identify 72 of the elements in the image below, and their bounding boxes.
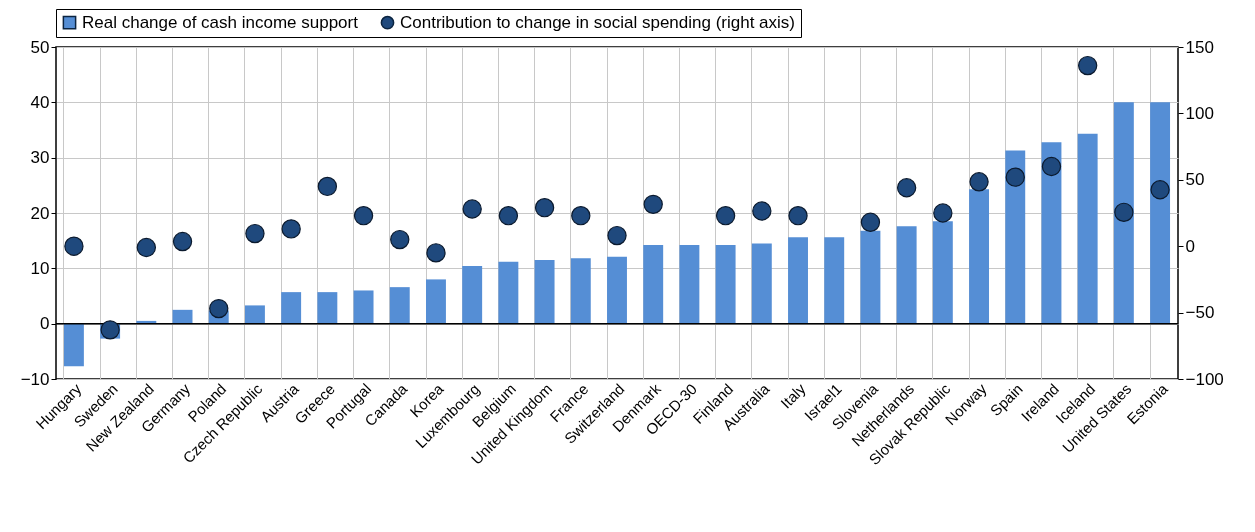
point — [571, 205, 591, 226]
y2-tick-label: −100 — [1185, 369, 1224, 389]
bar — [462, 266, 483, 324]
bar — [1113, 102, 1134, 324]
point — [390, 229, 410, 250]
point — [933, 203, 953, 223]
bar — [969, 189, 990, 324]
bar — [172, 309, 193, 324]
y2-tick-label: 150 — [1185, 37, 1214, 57]
bar — [679, 245, 700, 324]
point — [281, 219, 301, 239]
bar — [1077, 133, 1098, 324]
bar — [1150, 102, 1171, 324]
bar — [1005, 150, 1026, 324]
point — [172, 231, 193, 252]
y-tick-label: 40 — [30, 92, 50, 112]
y-tick-label: 20 — [30, 203, 50, 223]
y-tick-label: −10 — [20, 369, 50, 389]
bar — [534, 260, 555, 324]
bar — [426, 279, 446, 324]
point — [788, 205, 808, 226]
point — [752, 201, 772, 221]
point — [209, 298, 229, 319]
point — [136, 237, 157, 258]
point — [1005, 167, 1025, 187]
point — [462, 199, 482, 219]
bar — [63, 323, 84, 367]
bar — [643, 245, 664, 324]
point — [715, 205, 736, 226]
point — [353, 205, 374, 226]
bar — [932, 221, 953, 324]
y2-tick-label: 100 — [1185, 103, 1214, 123]
point — [896, 178, 917, 198]
bar — [1041, 142, 1062, 324]
bar — [244, 305, 265, 324]
bar — [389, 287, 410, 324]
point — [860, 212, 881, 232]
bar — [715, 245, 736, 324]
bar — [607, 256, 627, 324]
y2-tick-label: 0 — [1185, 236, 1195, 256]
bar — [824, 237, 845, 324]
y2-tick-label: 50 — [1185, 170, 1205, 190]
bar — [896, 226, 917, 324]
bar — [570, 258, 591, 324]
bar — [498, 261, 519, 324]
point — [498, 205, 519, 226]
y-tick-label: 0 — [40, 314, 50, 334]
y-tick-label: 10 — [30, 258, 50, 278]
x-tick-label: Italy — [777, 379, 809, 412]
legend-label: Real change of cash income support — [82, 12, 359, 32]
point — [534, 198, 555, 218]
point — [643, 194, 663, 215]
y2-tick-label: −50 — [1185, 303, 1215, 323]
bar — [751, 243, 772, 324]
point — [1077, 55, 1098, 76]
y-tick-label: 30 — [30, 148, 50, 168]
point — [1150, 180, 1170, 200]
bar — [281, 292, 302, 324]
bar — [317, 292, 338, 324]
point — [245, 223, 265, 244]
point — [1041, 156, 1062, 177]
y-tick-label: 50 — [30, 37, 50, 57]
point — [1114, 202, 1134, 222]
bar — [788, 237, 808, 324]
point — [607, 225, 627, 246]
bar — [353, 290, 374, 324]
point — [426, 243, 446, 263]
point — [64, 236, 84, 256]
point — [317, 176, 338, 197]
bar — [860, 230, 881, 324]
point — [969, 172, 989, 192]
legend-label: Contribution to change in social spending (right axis) — [400, 12, 796, 32]
